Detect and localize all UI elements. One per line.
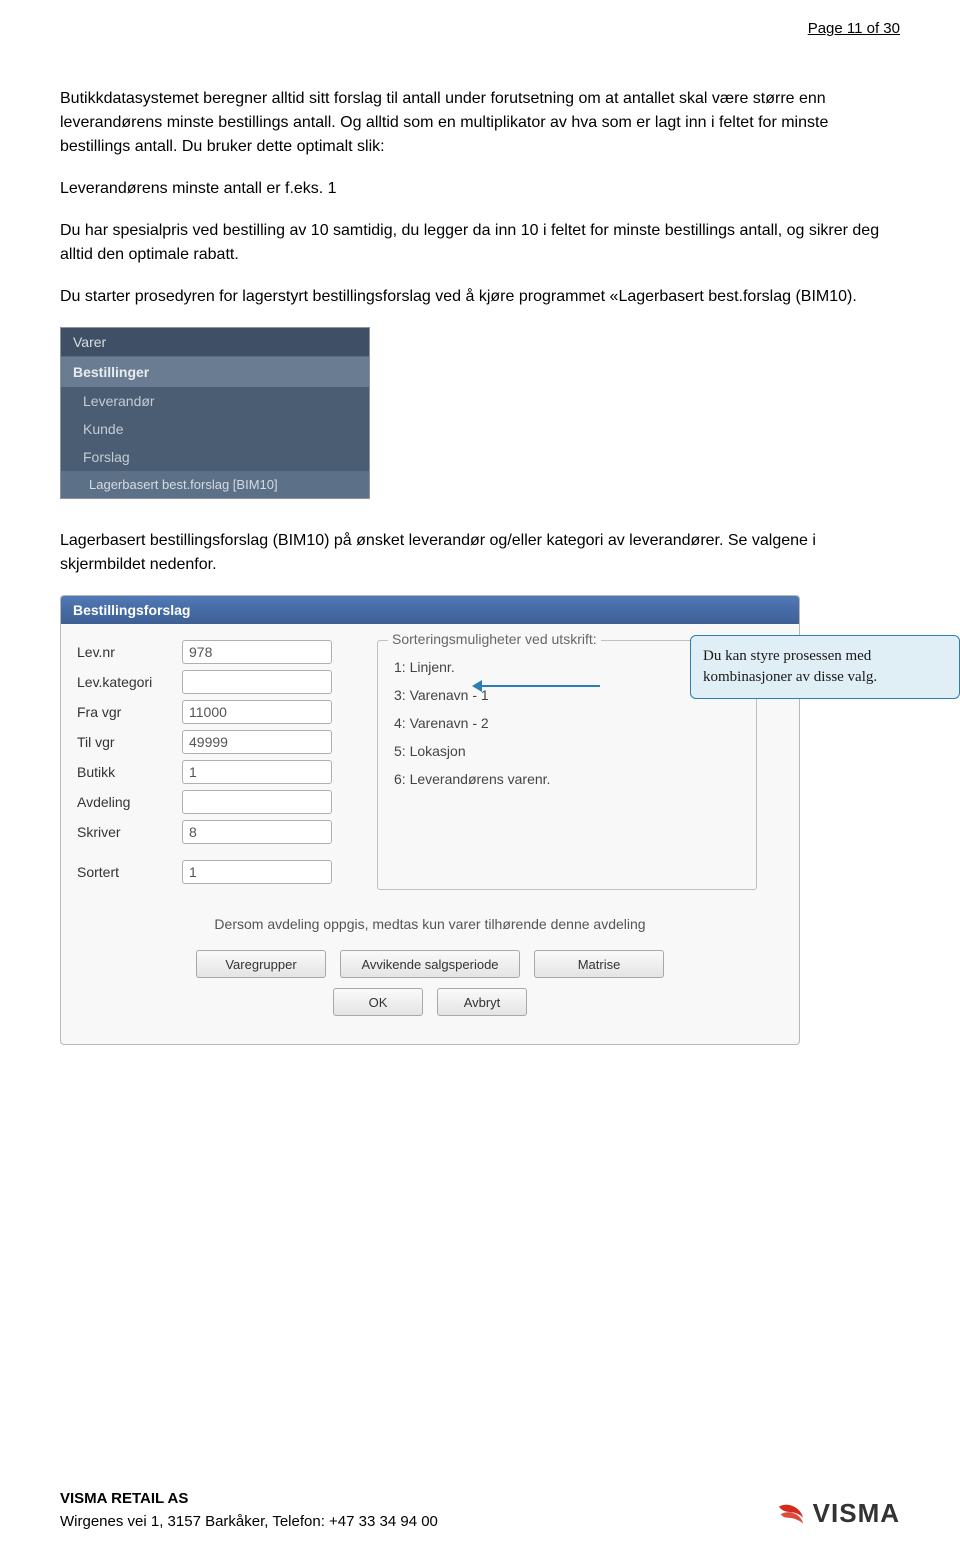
footer-text: VISMA RETAIL AS Wirgenes vei 1, 3157 Bar… [60,1488,438,1533]
menu-varer[interactable]: Varer [61,328,369,357]
callout-arrow [480,685,600,687]
sort-item: 4: Varenavn - 2 [392,709,742,737]
menu-forslag[interactable]: Forslag [61,443,369,471]
page-number: Page 11 of 30 [60,20,900,37]
paragraph-2: Leverandørens minste antall er f.eks. 1 [60,177,900,201]
sortert-label: Sortert [77,864,182,880]
paragraph-3: Du har spesialpris ved bestilling av 10 … [60,219,900,267]
sortert-input[interactable] [182,860,332,884]
butikk-input[interactable] [182,760,332,784]
fra-vgr-input[interactable] [182,700,332,724]
dialog-container: Bestillingsforslag Lev.nr Lev.kategori F… [60,595,900,1045]
menu-leverandor[interactable]: Leverandør [61,387,369,415]
dialog-body: Lev.nr Lev.kategori Fra vgr Til vgr Buti… [61,624,799,906]
skriver-input[interactable] [182,820,332,844]
lev-nr-input[interactable] [182,640,332,664]
matrise-button[interactable]: Matrise [534,950,664,978]
menu-screenshot: Varer Bestillinger Leverandør Kunde Fors… [60,327,370,499]
til-vgr-input[interactable] [182,730,332,754]
lev-kategori-label: Lev.kategori [77,674,182,690]
avdeling-input[interactable] [182,790,332,814]
menu-bestillinger[interactable]: Bestillinger [61,357,369,387]
skriver-label: Skriver [77,824,182,840]
fra-vgr-label: Fra vgr [77,704,182,720]
paragraph-5: Lagerbasert bestillingsforslag (BIM10) p… [60,529,900,577]
visma-logo-text: VISMA [813,1494,900,1533]
lev-kategori-input[interactable] [182,670,332,694]
lev-nr-label: Lev.nr [77,644,182,660]
dialog: Bestillingsforslag Lev.nr Lev.kategori F… [60,595,800,1045]
sort-item: 5: Lokasjon [392,737,742,765]
footer-address: Wirgenes vei 1, 3157 Barkåker, Telefon: … [60,1511,438,1534]
dialog-title: Bestillingsforslag [61,596,799,624]
avbryt-button[interactable]: Avbryt [437,988,527,1016]
avdeling-label: Avdeling [77,794,182,810]
footer-company: VISMA RETAIL AS [60,1488,438,1511]
fieldset-legend: Sorteringsmuligheter ved utskrift: [388,631,601,647]
paragraph-1: Butikkdatasystemet beregner alltid sitt … [60,87,900,159]
paragraph-4: Du starter prosedyren for lagerstyrt bes… [60,285,900,309]
butikk-label: Butikk [77,764,182,780]
footer: VISMA RETAIL AS Wirgenes vei 1, 3157 Bar… [60,1488,900,1533]
sort-item: 6: Leverandørens varenr. [392,765,742,793]
dialog-note: Dersom avdeling oppgis, medtas kun varer… [79,916,781,932]
til-vgr-label: Til vgr [77,734,182,750]
visma-logo: VISMA [777,1494,900,1533]
ok-button[interactable]: OK [333,988,423,1016]
varegrupper-button[interactable]: Varegrupper [196,950,326,978]
menu-kunde[interactable]: Kunde [61,415,369,443]
dialog-footer: Dersom avdeling oppgis, medtas kun varer… [61,906,799,1044]
visma-swoosh-icon [777,1502,805,1526]
callout: Du kan styre prosessen med kombinasjoner… [690,635,960,699]
form-column: Lev.nr Lev.kategori Fra vgr Til vgr Buti… [77,640,347,890]
avvikende-button[interactable]: Avvikende salgsperiode [340,950,520,978]
menu-selected[interactable]: Lagerbasert best.forslag [BIM10] [61,471,369,498]
